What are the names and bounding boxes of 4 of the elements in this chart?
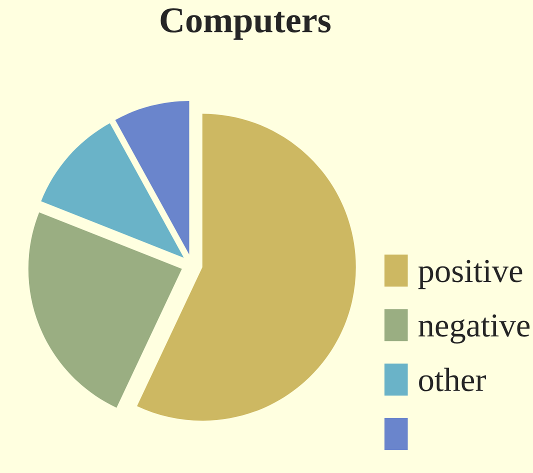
legend-label: other xyxy=(419,368,486,392)
chart-title: Computers xyxy=(160,8,331,40)
legend-label: negative xyxy=(418,314,530,344)
legend-label: positive xyxy=(418,260,522,290)
